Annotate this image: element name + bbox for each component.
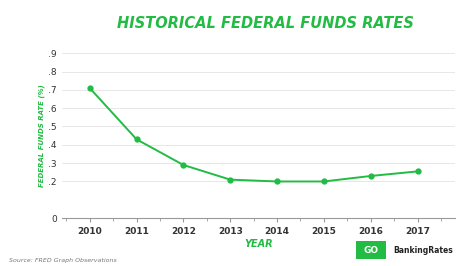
- Text: Source: FRED Graph Observations: Source: FRED Graph Observations: [9, 258, 117, 263]
- Text: BankingRates: BankingRates: [393, 246, 454, 255]
- X-axis label: YEAR: YEAR: [244, 239, 273, 249]
- Y-axis label: FEDERAL FUNDS RATE (%): FEDERAL FUNDS RATE (%): [39, 84, 46, 187]
- Text: GO: GO: [363, 246, 378, 255]
- Text: HISTORICAL FEDERAL FUNDS RATES: HISTORICAL FEDERAL FUNDS RATES: [117, 16, 414, 31]
- FancyBboxPatch shape: [356, 241, 386, 259]
